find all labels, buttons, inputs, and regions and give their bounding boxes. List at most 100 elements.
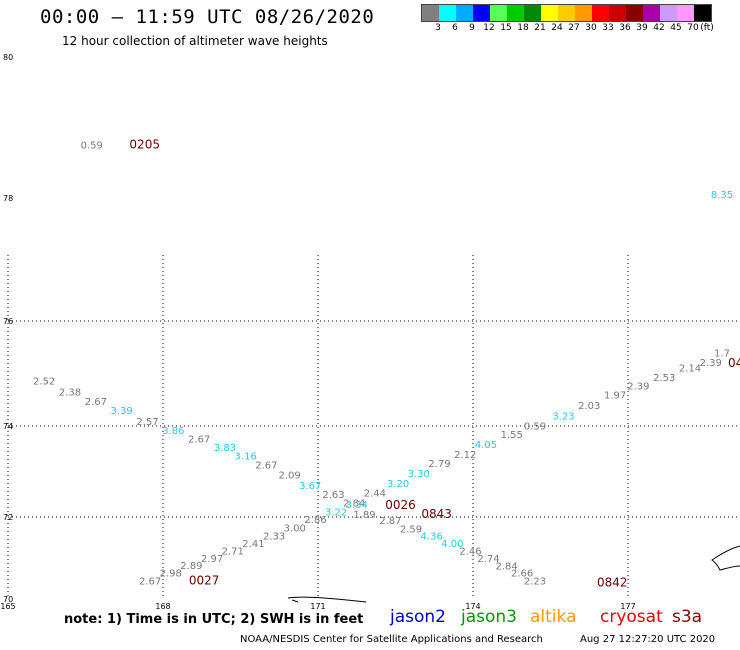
swh-value: 3.16: [235, 452, 257, 463]
legend-label: 24: [551, 23, 563, 33]
latitude-label: 74: [3, 422, 13, 431]
swh-value: 2.53: [653, 373, 675, 384]
latitude-label: 80: [3, 53, 13, 62]
wave-height-values: 0.59 8.35 2.52 2.38 2.67 3.392.57 3.86 2.67 3.83…: [33, 141, 733, 588]
swh-value: 3.30: [408, 469, 430, 480]
swh-value: 2.57: [136, 417, 158, 428]
swh-value: 2.87: [379, 516, 401, 527]
swh-value: 2.63: [322, 490, 344, 501]
legend-swatch: [524, 5, 541, 21]
legend-swatch: [677, 5, 694, 21]
longitude-label: 168: [155, 602, 170, 611]
legend-labels: 3 6 9 12 15 18 21 24 27 30 33 36 39 42 45 70 (ft): [421, 23, 740, 35]
swh-value: 2.52: [33, 377, 55, 388]
pass-time-label: 0205: [129, 138, 160, 152]
swh-value: 3.20: [387, 479, 409, 490]
satellite-jason2: jason2: [390, 607, 446, 627]
footer-datetime: Aug 27 12:27:20 UTC 2020: [580, 634, 716, 645]
legend-swatch: [456, 5, 473, 21]
pass-time-label: 04: [728, 356, 740, 370]
swh-value: 3.67: [299, 481, 321, 492]
coastline-island: [291, 599, 299, 603]
swh-value: 3.23: [552, 412, 574, 423]
coastline-east: [711, 545, 740, 571]
swh-value: 2.46: [459, 547, 481, 558]
legend-swatch: [694, 5, 711, 21]
longitude-label: 171: [310, 602, 325, 611]
swh-value: 2.03: [578, 401, 600, 412]
legend-label: 6: [452, 23, 458, 33]
latitude-label: 78: [3, 194, 13, 203]
legend-swatch: [490, 5, 507, 21]
legend-label: 45: [670, 23, 682, 33]
legend-swatch: [626, 5, 643, 21]
swh-value: 2.38: [59, 388, 81, 399]
legend-label: 3: [435, 23, 441, 33]
coastline-south: [287, 596, 367, 603]
legend-swatch: [473, 5, 490, 21]
pass-time-labels: 0205 0026 0843 0027 0842 04: [129, 138, 740, 590]
latitude-label: 76: [3, 317, 13, 326]
pass-time-label: 0843: [421, 507, 452, 521]
swh-value: 2.39: [627, 381, 649, 392]
swh-value: 2.66: [511, 568, 533, 579]
legend-label: 27: [568, 23, 580, 33]
swh-value: 2.59: [400, 525, 422, 536]
longitude-label: 177: [620, 602, 635, 611]
legend-label: (ft): [700, 23, 714, 33]
swh-value: 4.00: [441, 539, 463, 550]
color-legend: 3 6 9 12 15 18 21 24 27 30 33 36 39 42 45 70 (ft): [421, 4, 740, 38]
note-text: note: 1) Time is in UTC; 2) SWH is in fe…: [64, 612, 364, 627]
swh-value: 2.67: [85, 397, 107, 408]
pass-time-label: 0027: [189, 574, 220, 588]
legend-label: 36: [619, 23, 631, 33]
swh-value: 2.67: [188, 434, 210, 445]
legend-swatch: [541, 5, 558, 21]
swh-value: 0.59: [81, 141, 103, 152]
latitude-labels: 80 78 76 74 72 70: [3, 53, 13, 604]
latitude-label: 72: [3, 513, 13, 522]
swh-value: 8.35: [711, 190, 733, 201]
swh-value: 2.86: [304, 515, 326, 526]
legend-swatch: [507, 5, 524, 21]
swh-value: 2.71: [222, 547, 244, 558]
swh-value: 2.98: [160, 568, 182, 579]
swh-value: 1.7: [714, 349, 730, 360]
legend-label: 18: [517, 23, 529, 33]
legend-swatch: [439, 5, 456, 21]
pass-time-label: 0842: [597, 576, 628, 590]
satellite-altika: altika: [530, 607, 577, 627]
page-title: 00:00 — 11:59 UTC 08/26/2020: [40, 6, 375, 28]
swh-value: 2.12: [454, 450, 476, 461]
legend-label: 30: [585, 23, 597, 33]
swh-value: 2.74: [477, 554, 499, 565]
swh-value: 4.05: [475, 440, 497, 451]
legend-swatch: [609, 5, 626, 21]
swh-value: 2.84: [343, 499, 365, 510]
page-subtitle: 12 hour collection of altimeter wave hei…: [62, 34, 328, 48]
legend-swatches: [421, 4, 712, 22]
swh-value: 1.89: [353, 510, 375, 521]
legend-swatch: [592, 5, 609, 21]
legend-label: 39: [636, 23, 648, 33]
pass-time-label: 0026: [385, 498, 416, 512]
latitude-label: 70: [3, 595, 13, 604]
satellite-jason3: jason3: [461, 607, 517, 627]
swh-value: 4.36: [421, 532, 443, 543]
legend-label: 12: [483, 23, 495, 33]
swh-value: 3.34: [346, 500, 368, 511]
swh-value: 2.97: [201, 554, 223, 565]
legend-label: 15: [500, 23, 512, 33]
legend-label: 42: [653, 23, 665, 33]
swh-value: 2.33: [263, 532, 285, 543]
swh-value: 3.22: [325, 508, 347, 519]
legend-label: 9: [469, 23, 475, 33]
longitude-label: 165: [0, 602, 15, 611]
swh-value: 2.14: [679, 363, 701, 374]
swh-value: 3.86: [162, 426, 184, 437]
satellite-cryosat: cryosat: [600, 607, 663, 627]
legend-label: 21: [534, 23, 546, 33]
swh-value: 2.67: [255, 460, 277, 471]
